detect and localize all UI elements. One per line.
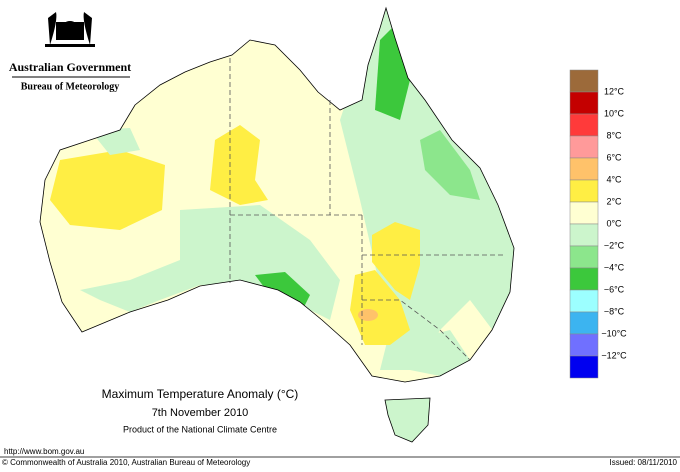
legend-swatch (569, 157, 599, 181)
legend-swatch (569, 245, 599, 269)
government-title: Australian Government (9, 60, 131, 74)
legend-swatch (569, 289, 599, 313)
legend-label: 12°C (604, 86, 625, 96)
map-date: 7th November 2010 (152, 407, 249, 419)
legend-swatch (569, 355, 599, 379)
map-product: Product of the National Climate Centre (123, 424, 277, 434)
legend-swatch (569, 113, 599, 137)
legend-label: −4°C (604, 262, 625, 272)
legend-label: 10°C (604, 108, 625, 118)
legend-swatch (569, 135, 599, 159)
legend-label: −12°C (601, 350, 627, 360)
legend-swatch (569, 223, 599, 247)
tasmania (384, 397, 431, 443)
legend-swatch (569, 201, 599, 225)
footer-copyright: © Commonwealth of Australia 2010, Austra… (2, 458, 250, 467)
legend: 12°C 10°C 8°C 6°C 4°C 2°C 0°C −2°C −4°C −6°C −8°C −… (569, 69, 627, 379)
legend-swatch (569, 91, 599, 115)
legend-label: 4°C (606, 174, 622, 184)
footer-url: http://www.bom.gov.au (4, 447, 84, 456)
legend-label: 8°C (606, 130, 622, 140)
legend-label: 0°C (606, 218, 622, 228)
legend-label: −6°C (604, 284, 625, 294)
legend-swatch (569, 267, 599, 291)
footer-issued: Issued: 08/11/2010 (610, 458, 678, 467)
map-title: Maximum Temperature Anomaly (°C) (102, 387, 299, 401)
crest (45, 12, 95, 47)
legend-swatch (569, 311, 599, 335)
legend-label: 2°C (606, 196, 622, 206)
legend-label: −8°C (604, 306, 625, 316)
state-borders (229, 58, 505, 361)
legend-label: 6°C (606, 152, 622, 162)
legend-swatch (569, 69, 599, 93)
legend-swatch (569, 179, 599, 203)
legend-swatch (569, 333, 599, 357)
legend-label: −10°C (601, 328, 627, 338)
bureau-title: Bureau of Meteorology (21, 81, 120, 92)
legend-label: −2°C (604, 240, 625, 250)
